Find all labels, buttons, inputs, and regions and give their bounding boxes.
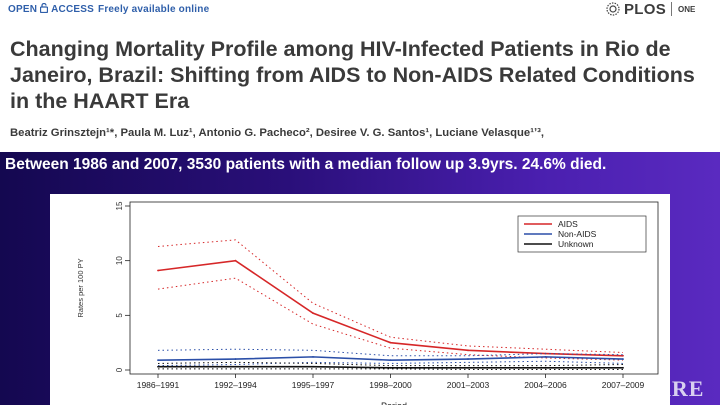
unknown-data-point bbox=[544, 366, 547, 369]
mortality-chart-svg: 0 5 10 15 Rates per 100 PY 1986–1991 1992–1994… bbox=[76, 201, 659, 405]
x-tick-label: 2007–2009 bbox=[602, 380, 645, 390]
plos-wordmark: PLOS bbox=[624, 0, 667, 18]
y-tick-label: 5 bbox=[115, 313, 124, 318]
aids-data-point bbox=[622, 354, 624, 357]
x-axis-label: Period bbox=[381, 401, 407, 405]
unknown-upper-ci-line bbox=[157, 361, 624, 367]
one-wordmark: ONE bbox=[678, 4, 696, 14]
plot-frame bbox=[129, 201, 659, 375]
aids-series-line bbox=[157, 259, 624, 357]
non-aids-data-point bbox=[467, 358, 469, 360]
x-tick-label: 2001–2003 bbox=[447, 380, 490, 390]
non-aids-data-point bbox=[312, 355, 314, 358]
unknown-lower-ci-line bbox=[158, 368, 623, 370]
aids-lower-ci-line bbox=[157, 277, 624, 361]
open-access-banner: OPEN ACCESS Freely available online bbox=[8, 3, 209, 15]
plos-globe-icon bbox=[606, 2, 620, 16]
open-lock-icon bbox=[40, 3, 49, 13]
unknown-data-point bbox=[389, 366, 392, 369]
aids-data-point bbox=[312, 312, 314, 315]
legend-label-unknown: Unknown bbox=[558, 239, 594, 249]
y-tick-label: 15 bbox=[115, 201, 124, 210]
open-label: OPEN bbox=[8, 4, 38, 15]
unknown-data-point bbox=[622, 366, 624, 369]
mortality-chart: 0 5 10 15 Rates per 100 PY 1986–1991 1992–1994… bbox=[50, 194, 670, 405]
non-aids-data-point bbox=[544, 355, 547, 358]
non-aids-upper-ci-line bbox=[157, 348, 624, 357]
non-aids-data-point bbox=[622, 358, 624, 360]
y-tick-label: 0 bbox=[115, 367, 124, 372]
unknown-data-point bbox=[312, 365, 314, 368]
non-aids-data-point bbox=[234, 358, 237, 360]
aids-data-point bbox=[157, 269, 159, 272]
x-tick-label: 1992–1994 bbox=[214, 380, 257, 390]
paper-header: OPEN ACCESS Freely available online PLOS O… bbox=[0, 0, 720, 152]
unknown-data-point bbox=[234, 365, 237, 368]
aids-upper-ci-line bbox=[157, 239, 624, 354]
aids-data-point bbox=[467, 349, 469, 352]
paper-title: Changing Mortality Profile among HIV-Inf… bbox=[10, 37, 695, 113]
y-axis-label: Rates per 100 PY bbox=[76, 258, 85, 317]
x-tick-label: 1998–2000 bbox=[369, 380, 412, 390]
unknown-data-point bbox=[157, 365, 159, 368]
y-tick-label: 10 bbox=[115, 256, 124, 265]
legend-label-aids: AIDS bbox=[558, 219, 578, 229]
x-tick-label: 2004–2006 bbox=[524, 380, 567, 390]
non-aids-lower-ci-line bbox=[157, 360, 624, 367]
logo-separator bbox=[671, 2, 673, 16]
non-aids-data-point bbox=[389, 359, 392, 362]
aids-data-point bbox=[389, 341, 392, 344]
freely-available-label: Freely available online bbox=[98, 4, 210, 15]
x-tick-label: 1986–1991 bbox=[137, 380, 180, 390]
plos-one-logo: PLOS ONE bbox=[605, 0, 695, 18]
aids-data-point bbox=[234, 259, 237, 262]
x-tick-label: 1995–1997 bbox=[292, 380, 335, 390]
author-list: Beatriz Grinsztejn¹*, Paula M. Luz¹, Ant… bbox=[10, 127, 545, 139]
legend-label-non-aids: Non-AIDS bbox=[558, 229, 597, 239]
unknown-data-point bbox=[467, 366, 469, 369]
slide-caption: Between 1986 and 2007, 3530 patients wit… bbox=[5, 156, 607, 173]
non-aids-data-point bbox=[157, 359, 159, 362]
access-label: ACCESS bbox=[51, 4, 95, 15]
